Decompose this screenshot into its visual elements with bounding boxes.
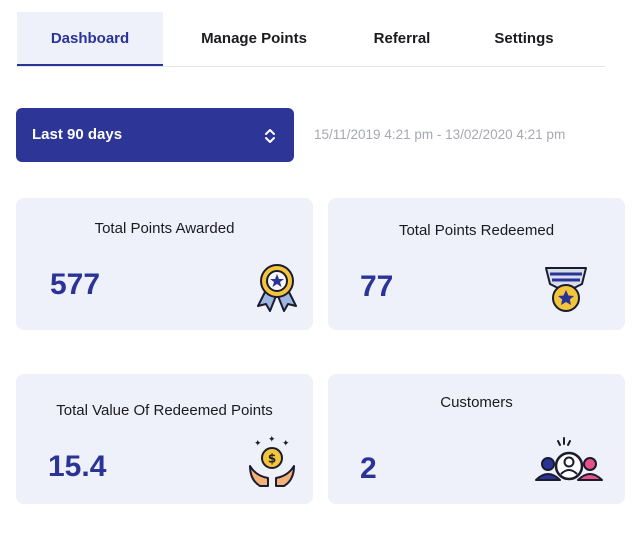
card-title: Total Points Redeemed (398, 222, 555, 239)
up-down-chevron-icon (264, 108, 276, 162)
date-range-text: 15/11/2019 4:21 pm - 13/02/2020 4:21 pm (314, 127, 566, 142)
tab-dashboard[interactable]: Dashboard (17, 12, 163, 66)
card-title: Customers (440, 394, 513, 411)
coin-hands-icon: ✦ ✦ ✦ $ (246, 434, 298, 493)
card-value: 577 (50, 268, 101, 301)
tab-bar: Dashboard Manage Points Referral Setting… (17, 12, 605, 67)
date-range-select[interactable]: Last 90 days (16, 108, 294, 162)
svg-text:✦: ✦ (268, 435, 276, 445)
date-range-select-value: Last 90 days (32, 126, 123, 143)
card-customers: Customers 2 (328, 374, 625, 504)
card-title: Total Value Of Redeemed Points (56, 402, 273, 419)
award-ribbon-icon (254, 262, 300, 317)
tab-manage-points[interactable]: Manage Points (201, 30, 307, 47)
tab-referral[interactable]: Referral (373, 30, 431, 47)
medal-icon (542, 262, 590, 321)
card-total-value-redeemed: Total Value Of Redeemed Points 15.4 ✦ ✦ … (16, 374, 313, 504)
tab-settings[interactable]: Settings (494, 30, 554, 47)
card-value: 77 (360, 270, 394, 303)
customers-icon (534, 432, 604, 493)
card-total-points-redeemed: Total Points Redeemed 77 (328, 198, 625, 330)
card-value: 15.4 (48, 450, 107, 483)
svg-text:✦: ✦ (254, 439, 262, 449)
svg-text:✦: ✦ (282, 439, 290, 449)
card-total-points-awarded: Total Points Awarded 577 (16, 198, 313, 330)
card-value: 2 (360, 452, 377, 485)
svg-text:$: $ (268, 452, 276, 466)
card-title: Total Points Awarded (94, 220, 235, 237)
